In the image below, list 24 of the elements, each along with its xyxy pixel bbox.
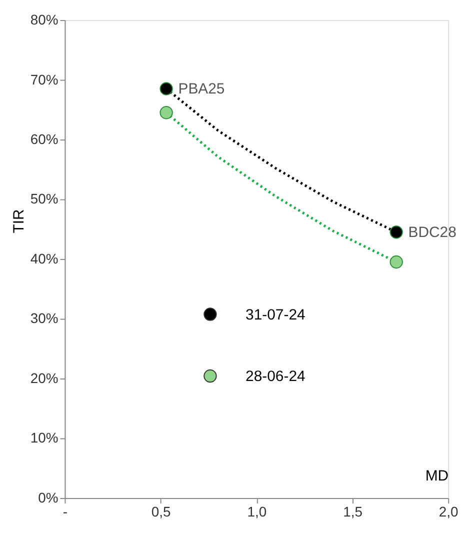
annotation: PBA25 [178, 80, 225, 98]
y-tick-label: 20% [30, 370, 58, 386]
annotation: BDC28 [408, 224, 456, 242]
y-tick-label: 50% [30, 190, 58, 207]
x-tick-label: - [62, 503, 68, 520]
y-tick-label: 80% [30, 12, 58, 28]
y-tick-label: 60% [30, 131, 58, 147]
y-tick-label: 10% [30, 430, 58, 446]
point [160, 106, 173, 120]
x-tick-label: 1,0 [247, 503, 267, 520]
point [390, 226, 403, 239]
y-tick-label: 70% [30, 71, 58, 88]
x-axis-title: MD [425, 468, 449, 485]
x-tick-label: 1,5 [343, 503, 363, 520]
point [160, 82, 173, 96]
x-tick-label: 2,0 [438, 503, 459, 520]
y-axis-title: TIR [10, 209, 28, 234]
x-tick-label: 0,5 [151, 503, 171, 520]
y-tick-label: 40% [30, 250, 58, 266]
legend-label: 28-06-24 [246, 368, 306, 385]
y-tick-label: 0% [38, 489, 58, 506]
legend-label: 31-07-24 [246, 306, 306, 324]
y-tick-label: 30% [30, 310, 58, 326]
point [390, 255, 403, 269]
